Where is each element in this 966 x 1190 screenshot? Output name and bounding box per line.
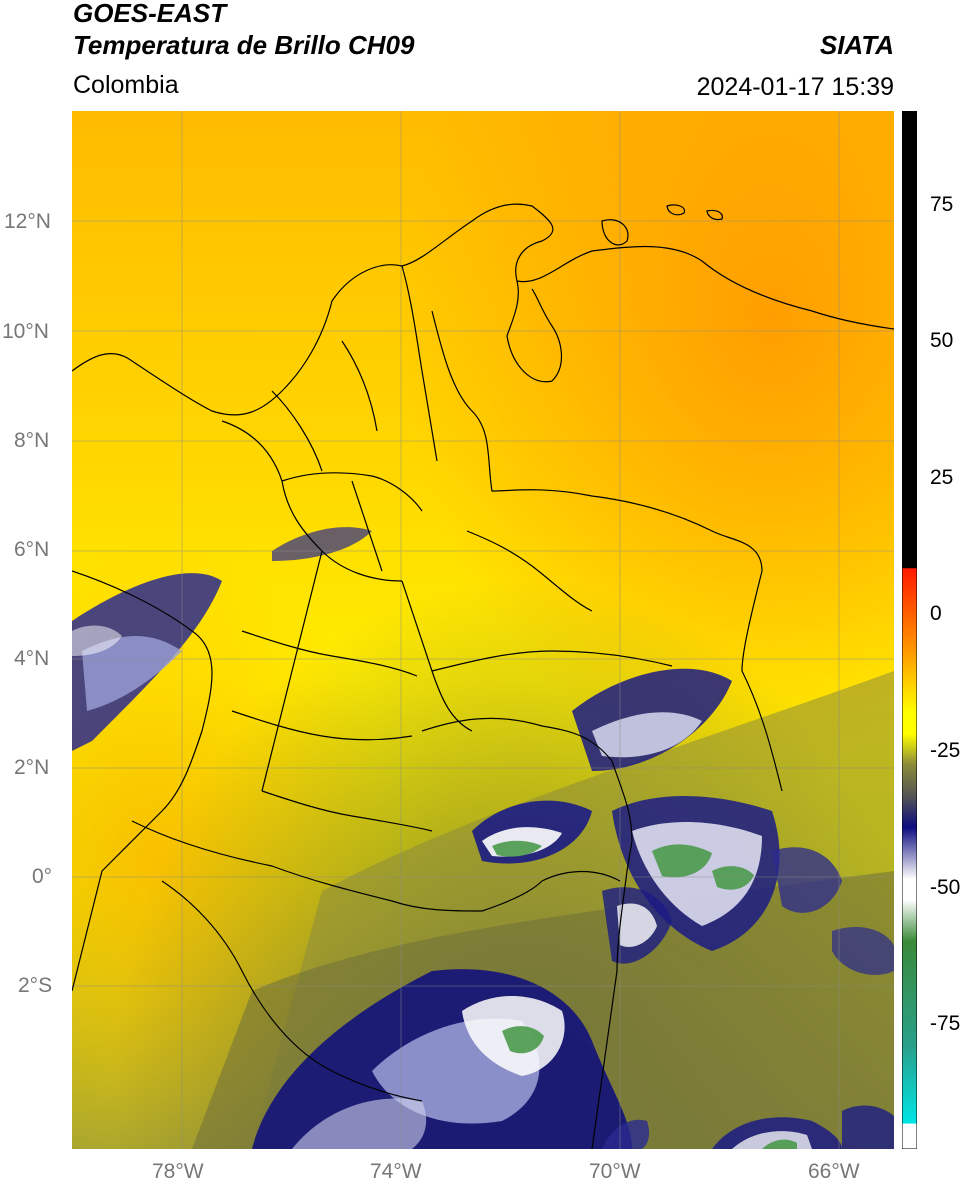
lat-label: 8°N	[14, 429, 50, 452]
lon-label: 70°W	[589, 1160, 641, 1183]
colorbar-tick: 75	[930, 193, 954, 216]
product-title: Temperatura de Brillo CH09	[73, 30, 415, 60]
colorbar-tick: 25	[930, 466, 954, 489]
temperature-colorbar	[902, 111, 917, 1149]
lat-label: 12°N	[4, 210, 51, 233]
colorbar-tick: 50	[930, 329, 954, 352]
timestamp-label: 2024-01-17 15:39	[696, 73, 894, 101]
lat-label: 10°N	[2, 320, 49, 343]
lat-label: 6°N	[14, 538, 50, 561]
lat-label: 2°N	[14, 756, 50, 779]
lon-label: 78°W	[152, 1160, 204, 1183]
lon-label: 74°W	[370, 1160, 422, 1183]
region-label: Colombia	[73, 71, 179, 99]
lat-label: 2°S	[18, 974, 53, 997]
agency-label: SIATA	[819, 30, 894, 60]
colorbar-tick: -50	[930, 876, 961, 899]
lat-label: 4°N	[14, 647, 50, 670]
lon-label: 66°W	[808, 1160, 860, 1183]
brightness-temperature-map	[72, 111, 894, 1149]
colorbar-tick: 0	[930, 602, 942, 625]
satellite-title: GOES-EAST	[73, 0, 227, 28]
lat-label: 0°	[32, 865, 53, 888]
colorbar-tick: -25	[930, 739, 961, 762]
colorbar-tick: -75	[930, 1012, 961, 1035]
